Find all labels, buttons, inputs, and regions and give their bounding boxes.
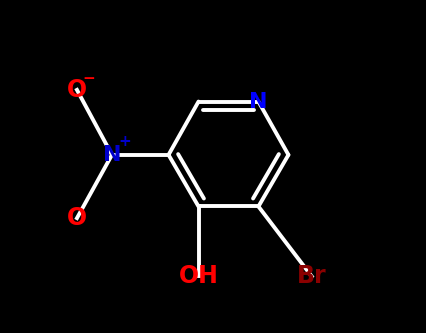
Text: OH: OH — [178, 264, 218, 288]
Text: Br: Br — [296, 264, 326, 288]
Text: N: N — [249, 92, 267, 112]
Text: O: O — [67, 78, 87, 102]
Text: +: + — [118, 134, 131, 149]
Text: O: O — [67, 206, 87, 230]
Text: −: − — [82, 71, 95, 86]
Text: N: N — [102, 145, 121, 165]
